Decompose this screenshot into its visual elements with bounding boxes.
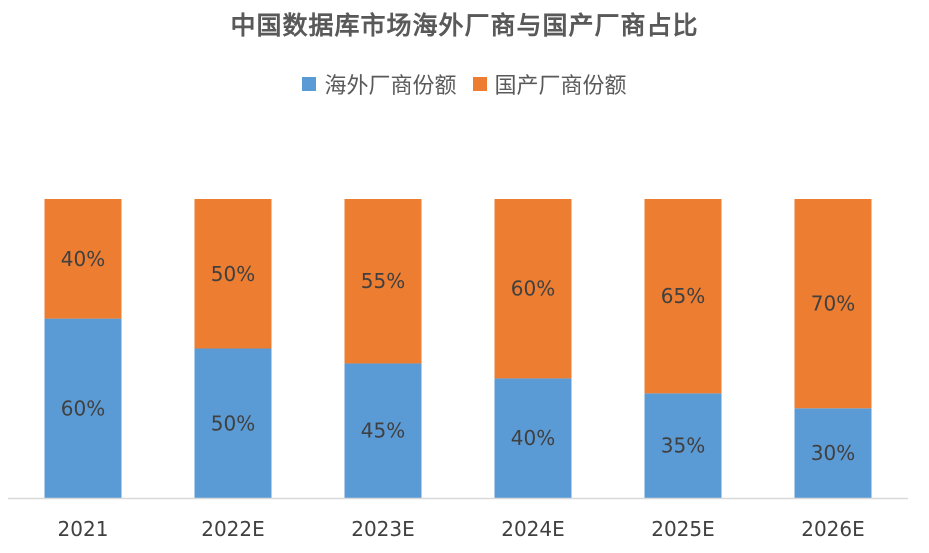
chart-title: 中国数据库市场海外厂商与国产厂商占比 [230, 11, 699, 40]
bar-segment-overseas-2021 [44, 318, 122, 498]
data-label-overseas-2025E: 35% [661, 434, 705, 458]
legend-label-overseas: 海外厂商份额 [324, 74, 457, 99]
data-label-overseas-2024E: 40% [511, 426, 555, 450]
data-label-overseas-2023E: 45% [361, 419, 405, 443]
chart-legend: 海外厂商份额 国产厂商份额 [0, 68, 929, 100]
bar-segment-domestic-2023E [344, 199, 422, 364]
legend-swatch-overseas [302, 77, 317, 91]
data-label-domestic-2022E: 50% [211, 262, 255, 286]
data-label-domestic-2026E: 70% [811, 292, 855, 316]
x-tick-label-2023E: 2023E [351, 517, 415, 541]
legend-label-domestic: 国产厂商份额 [494, 74, 627, 99]
data-label-overseas-2026E: 30% [811, 441, 855, 465]
data-label-domestic-2024E: 60% [511, 277, 555, 301]
x-tick-label-2026E: 2026E [801, 517, 865, 541]
x-tick-label-2021: 2021 [58, 517, 109, 541]
bar-segment-domestic-2021 [44, 199, 122, 319]
bar-segment-overseas-2022E [194, 348, 272, 498]
x-tick-label-2024E: 2024E [501, 517, 565, 541]
bar-segment-domestic-2022E [194, 199, 272, 349]
bar-segment-overseas-2024E [494, 378, 572, 498]
data-label-domestic-2025E: 65% [661, 284, 705, 308]
data-label-overseas-2021: 60% [61, 396, 105, 420]
bar-segment-domestic-2026E [794, 199, 872, 409]
x-tick-label-2022E: 2022E [201, 517, 265, 541]
data-label-overseas-2022E: 50% [211, 411, 255, 435]
data-label-domestic-2023E: 55% [361, 269, 405, 293]
bar-segment-domestic-2024E [494, 199, 572, 379]
legend-item-overseas: 海外厂商份额 [302, 68, 457, 100]
bar-segment-overseas-2025E [644, 393, 722, 498]
bar-segment-overseas-2023E [344, 363, 422, 498]
bar-segment-domestic-2025E [644, 199, 722, 394]
data-label-domestic-2021: 40% [61, 247, 105, 271]
bar-segment-overseas-2026E [794, 408, 872, 498]
legend-swatch-domestic [472, 77, 487, 91]
x-tick-label-2025E: 2025E [651, 517, 715, 541]
legend-item-domestic: 国产厂商份额 [472, 68, 627, 100]
